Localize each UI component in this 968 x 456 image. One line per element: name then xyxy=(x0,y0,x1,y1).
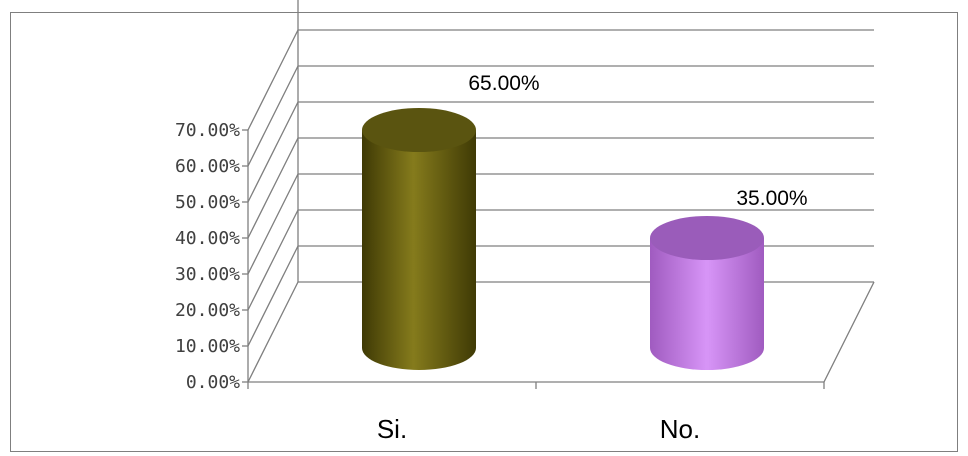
x-axis: Si. No. xyxy=(247,382,825,444)
bars xyxy=(362,108,764,370)
gridline-side xyxy=(247,137,299,239)
y-tick-label: 20.00% xyxy=(175,300,240,321)
bar-top xyxy=(362,108,476,152)
gridline-side xyxy=(247,65,299,167)
y-axis: 0.00% 10.00% 20.00% 30.00% 40.00% 50.00% 60.00… xyxy=(175,120,248,393)
y-tick-label: 60.00% xyxy=(175,156,240,177)
data-label: 35.00% xyxy=(736,187,807,210)
gridline-side xyxy=(247,245,299,347)
y-tick-label: 0.00% xyxy=(186,372,240,393)
gridline-side xyxy=(247,281,299,383)
y-tick-label: 30.00% xyxy=(175,264,240,285)
bar xyxy=(650,216,764,370)
gridline-side xyxy=(247,101,299,203)
chart-frame xyxy=(10,12,958,452)
gridline-side xyxy=(247,29,299,131)
bar xyxy=(362,108,476,370)
y-tick-label: 70.00% xyxy=(175,120,240,141)
x-category-label: Si. xyxy=(377,414,407,444)
y-tick-label: 50.00% xyxy=(175,192,240,213)
bar-body xyxy=(650,238,764,370)
y-tick-label: 40.00% xyxy=(175,228,240,249)
gridline-side xyxy=(247,173,299,275)
data-label: 65.00% xyxy=(468,72,539,95)
gridline-side xyxy=(247,209,299,311)
x-category-label: No. xyxy=(660,414,700,444)
y-tick-label: 10.00% xyxy=(175,336,240,357)
data-labels: 65.00% 35.00% xyxy=(468,72,807,210)
bar-body xyxy=(362,130,476,370)
bar-top xyxy=(650,216,764,260)
floor-right-edge xyxy=(823,281,875,383)
